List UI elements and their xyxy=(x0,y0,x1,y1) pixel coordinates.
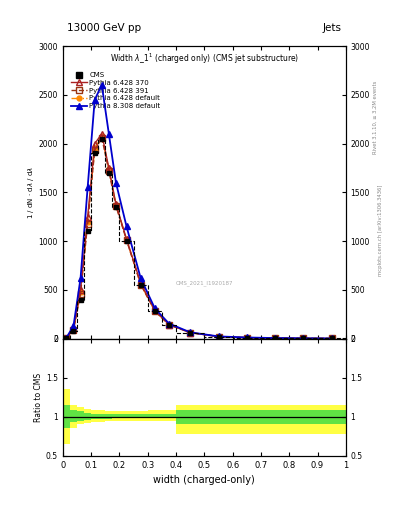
Text: 13000 GeV pp: 13000 GeV pp xyxy=(67,23,141,33)
Text: Width $\lambda\_1^1$ (charged only) (CMS jet substructure): Width $\lambda\_1^1$ (charged only) (CMS… xyxy=(110,52,299,67)
Y-axis label: 1 / $\mathrm{d}$N $\cdot$ $\mathrm{d}\lambda$ / $\mathrm{d}\lambda$: 1 / $\mathrm{d}$N $\cdot$ $\mathrm{d}\la… xyxy=(26,166,36,219)
Legend: CMS, Pythia 6.428 370, Pythia 6.428 391, Pythia 6.428 default, Pythia 8.308 defa: CMS, Pythia 6.428 370, Pythia 6.428 391,… xyxy=(69,70,163,111)
Text: Rivet 3.1.10, ≥ 3.2M events: Rivet 3.1.10, ≥ 3.2M events xyxy=(373,81,378,155)
Y-axis label: Ratio to CMS: Ratio to CMS xyxy=(34,373,43,422)
X-axis label: width (charged-only): width (charged-only) xyxy=(154,475,255,485)
Text: mcplots.cern.ch [arXiv:1306.3436]: mcplots.cern.ch [arXiv:1306.3436] xyxy=(378,185,383,276)
Text: CMS_2021_I1920187: CMS_2021_I1920187 xyxy=(176,280,233,286)
Text: Jets: Jets xyxy=(323,23,342,33)
